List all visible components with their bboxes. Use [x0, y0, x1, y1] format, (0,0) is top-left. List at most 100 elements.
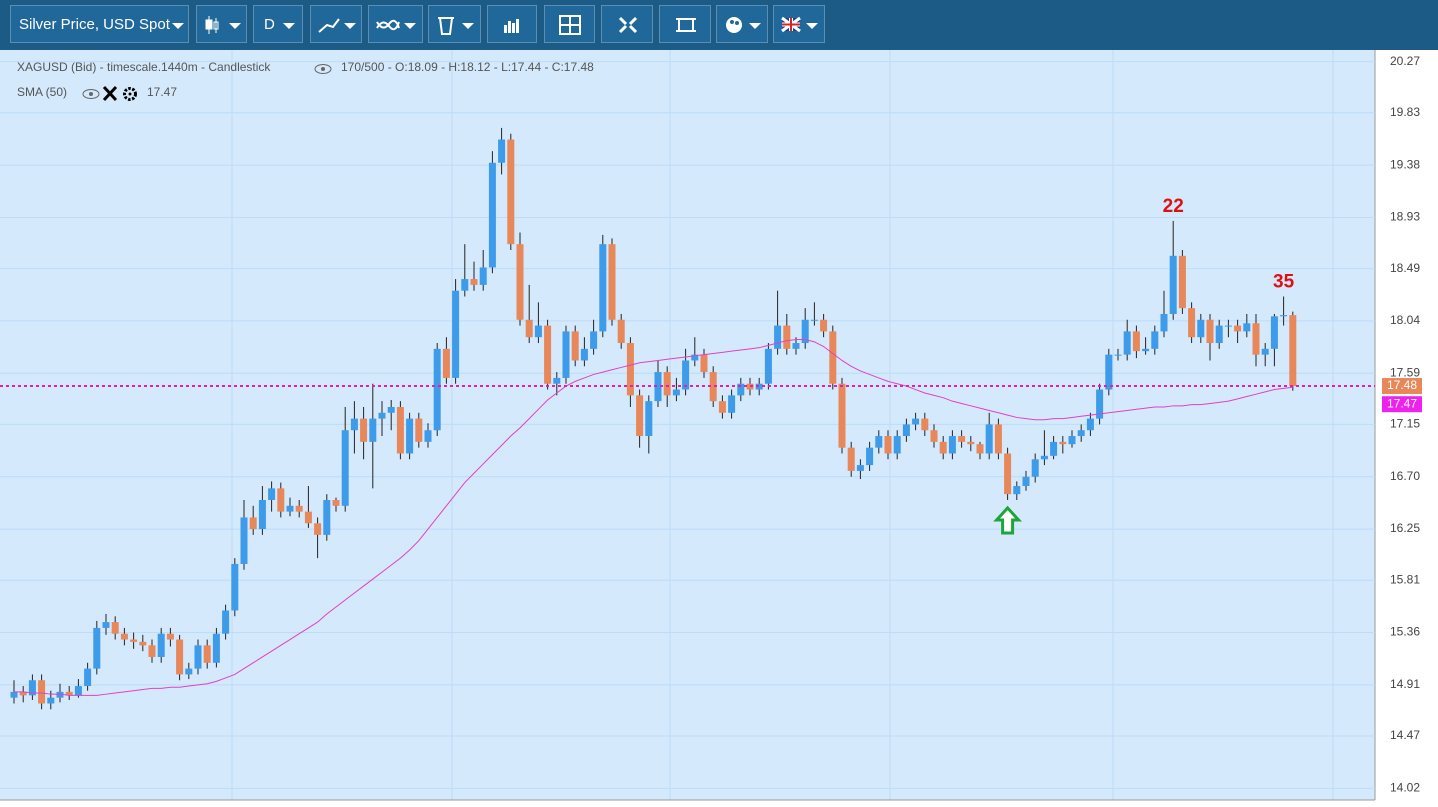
info-label: XAGUSD (Bid) - timescale.1440m - Candles… [17, 60, 271, 74]
fit-button[interactable] [659, 5, 711, 43]
candle-body [498, 139, 506, 163]
candle-body [120, 633, 128, 640]
icon [318, 18, 356, 33]
candle-body [194, 645, 202, 669]
candle-body [700, 354, 708, 373]
candle-body [1215, 325, 1223, 344]
candle-body [111, 622, 119, 634]
y-tick-label: 15.36 [1390, 625, 1420, 639]
candle-body [764, 348, 772, 384]
fullscreen-button[interactable] [601, 5, 653, 43]
candle-body [19, 691, 27, 696]
time-grid [231, 50, 1334, 800]
icon [559, 15, 581, 35]
y-tick-label: 16.70 [1390, 469, 1420, 483]
candle-body [396, 406, 404, 454]
y-tick-label: 14.02 [1390, 781, 1420, 795]
candle-body [985, 424, 993, 454]
candle-body [856, 465, 864, 471]
candle-body [1132, 331, 1140, 352]
candle-body [930, 430, 938, 442]
candle-body [1096, 389, 1104, 419]
y-tick-label: 19.38 [1390, 157, 1420, 171]
delete-button[interactable] [428, 5, 481, 43]
axis-panel [1376, 50, 1438, 800]
candle-body [516, 244, 524, 320]
symbol-button[interactable]: Silver Price, USD Spot [10, 5, 189, 43]
annotation: 35 [1273, 272, 1295, 293]
candle-body [56, 691, 64, 698]
candle-body [636, 395, 644, 437]
last-price-label: 17.48 [1387, 378, 1417, 392]
candle-body [203, 645, 211, 663]
candle-body [10, 691, 18, 698]
symbol-label: Silver Price, USD Spot [19, 16, 170, 33]
candle-body [875, 436, 883, 448]
candle-body [1280, 315, 1288, 317]
candle-body [976, 444, 984, 454]
candle-body [461, 279, 469, 291]
y-tick-label: 18.04 [1390, 313, 1420, 327]
candle-body [838, 383, 846, 448]
candle-body [1077, 430, 1085, 437]
chart: XAGUSD (Bid) - timescale.1440m - Candles… [0, 50, 1438, 801]
candle-body [157, 633, 165, 657]
candle-body [1224, 325, 1232, 327]
sma-controls[interactable] [82, 85, 137, 102]
icon [205, 16, 241, 34]
candle-body [847, 447, 855, 471]
candle-body [1151, 331, 1159, 349]
candle-body [212, 633, 220, 663]
volume-button[interactable] [487, 5, 537, 43]
candle-body [912, 418, 920, 425]
candle-body [130, 639, 138, 642]
indicator-button[interactable] [368, 5, 423, 43]
crosshair-button[interactable] [544, 5, 595, 43]
candle-body [728, 395, 736, 413]
candle-body [249, 517, 257, 530]
candle-body [939, 441, 947, 454]
candle-body [663, 372, 671, 396]
draw-button[interactable] [310, 5, 362, 43]
candle-body [893, 436, 901, 454]
candle-body [387, 406, 395, 413]
candle-body [360, 418, 368, 442]
candle-body [470, 279, 478, 285]
candle-body [709, 372, 717, 402]
sma-tag-label: 17.47 [1387, 396, 1417, 410]
y-tick-label: 18.49 [1390, 261, 1420, 275]
candle-body [222, 610, 230, 634]
candle-body [415, 418, 423, 442]
candle-body [93, 627, 101, 669]
candle-body [902, 424, 910, 437]
candle-body [525, 319, 533, 338]
theme-button[interactable] [716, 5, 768, 43]
candle-body [1261, 348, 1269, 355]
language-button[interactable] [773, 5, 825, 43]
candle-body [369, 418, 377, 442]
candle-body [994, 424, 1002, 454]
candle-body [65, 691, 73, 696]
y-tick-label: 19.83 [1390, 105, 1420, 119]
candle-body [948, 436, 956, 454]
y-tick-label: 14.47 [1390, 728, 1420, 742]
timeframe-button[interactable]: D [253, 5, 303, 43]
candle-body [682, 360, 690, 390]
sma-name: SMA (50) [17, 85, 67, 99]
candle-body [350, 418, 358, 431]
candle-body [488, 162, 496, 268]
candle-body [1206, 319, 1214, 344]
candle-body [534, 325, 542, 338]
caret [172, 23, 184, 29]
chart-type-button[interactable] [196, 5, 247, 43]
eye-icon [314, 64, 332, 74]
candle-body [148, 645, 156, 657]
candle-body [1234, 325, 1242, 332]
candle-body [820, 319, 828, 332]
candle-body [590, 331, 598, 349]
last-price-tag [1382, 378, 1422, 395]
candle-body [792, 343, 800, 349]
candle-body [341, 430, 349, 506]
candle-body [1252, 323, 1260, 355]
candle-body [654, 372, 662, 402]
